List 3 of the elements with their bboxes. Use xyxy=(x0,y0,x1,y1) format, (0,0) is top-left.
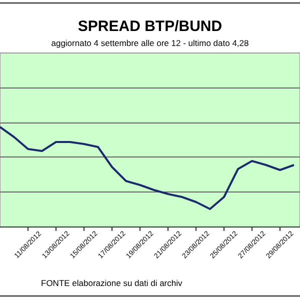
chart-title: SPREAD BTP/BUND xyxy=(78,18,222,35)
chart-subtitle: aggiornato 4 settembre alle ore 12 - ultimo dato 4,28 xyxy=(51,38,250,48)
source-note: FONTE elaborazione su dati di archiv xyxy=(41,278,184,288)
